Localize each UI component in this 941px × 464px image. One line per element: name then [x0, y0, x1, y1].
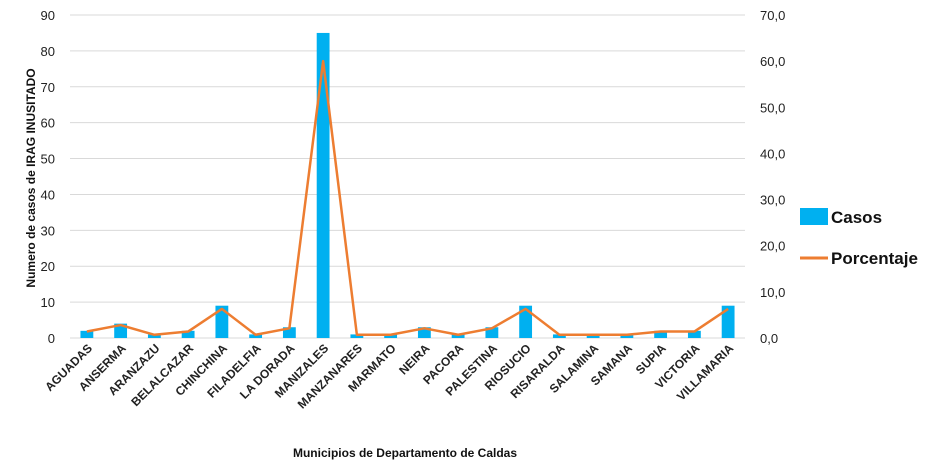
bar [384, 334, 398, 338]
bar [147, 334, 161, 338]
left-axis-ticks: 0 10 20 30 40 50 60 70 80 90 [41, 8, 55, 346]
y-tick-label: 70 [41, 80, 55, 95]
y-tick-label: 30 [41, 223, 55, 238]
bar [316, 32, 330, 338]
bar [451, 334, 465, 338]
bar [620, 334, 634, 338]
y2-tick-label: 50,0 [760, 100, 785, 115]
bar [249, 334, 263, 338]
y2-tick-label: 60,0 [760, 54, 785, 69]
y-tick-label: 60 [41, 116, 55, 131]
line-series-porcentaje [86, 59, 729, 337]
category-labels: AGUADASANSERMAARANZAZUBELALCAZARCHINCHIN… [42, 341, 736, 411]
y-tick-label: 90 [41, 8, 55, 23]
y-tick-label: 0 [48, 331, 55, 346]
y2-tick-label: 20,0 [760, 239, 785, 254]
bar [485, 327, 499, 338]
y-tick-label: 20 [41, 259, 55, 274]
bar [721, 305, 735, 338]
bar [519, 305, 533, 338]
legend: Casos Porcentaje [800, 208, 918, 268]
gridlines [70, 14, 745, 303]
y2-tick-label: 0,0 [760, 331, 778, 346]
y-tick-label: 10 [41, 295, 55, 310]
bar-series-casos [80, 32, 735, 338]
y-tick-label: 40 [41, 187, 55, 202]
legend-label-casos: Casos [831, 208, 882, 227]
series-line [86, 59, 729, 337]
bar [282, 327, 296, 338]
bar [417, 327, 431, 338]
y-tick-label: 50 [41, 152, 55, 167]
bar [654, 330, 668, 338]
bar [586, 334, 600, 338]
bar [350, 334, 364, 338]
y-axis-title: Numero de casos de IRAG INUSITADO [24, 68, 38, 287]
bar [215, 305, 229, 338]
y2-tick-label: 40,0 [760, 146, 785, 161]
legend-swatch-casos [800, 208, 828, 225]
bar [181, 330, 195, 338]
legend-label-porcentaje: Porcentaje [831, 249, 918, 268]
bar [80, 330, 94, 338]
right-axis-ticks: 0,0 10,0 20,0 30,0 40,0 50,0 60,0 70,0 [760, 8, 785, 346]
y-tick-label: 80 [41, 44, 55, 59]
y2-tick-label: 70,0 [760, 8, 785, 23]
y2-tick-label: 10,0 [760, 285, 785, 300]
bar [687, 330, 701, 338]
y2-tick-label: 30,0 [760, 193, 785, 208]
x-axis-title: Municipios de Departamento de Caldas [293, 446, 517, 460]
bar [552, 334, 566, 338]
